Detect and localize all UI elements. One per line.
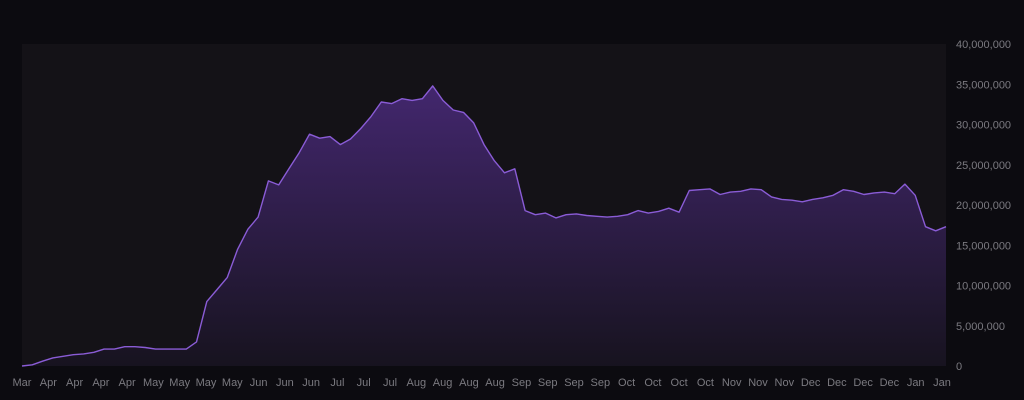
y-tick-label: 40,000,000: [956, 39, 1011, 51]
x-tick-label: May: [222, 377, 243, 389]
x-tick-label: Nov: [775, 377, 795, 389]
x-tick-label: Nov: [722, 377, 742, 389]
x-tick-label: Jul: [330, 377, 344, 389]
x-tick-label: Oct: [644, 377, 661, 389]
y-axis: 0 5,000,000 10,000,000 15,000,000 20,000,000…: [956, 39, 1011, 373]
x-tick-label: May: [169, 377, 190, 389]
y-tick-label: 30,000,000: [956, 120, 1011, 132]
x-tick-label: Jun: [250, 377, 268, 389]
x-tick-label: May: [196, 377, 217, 389]
x-tick-label: Apr: [66, 377, 83, 389]
x-tick-label: Sep: [564, 377, 584, 389]
y-tick-label: 10,000,000: [956, 281, 1011, 293]
y-tick-label: 20,000,000: [956, 200, 1011, 212]
x-tick-label: May: [143, 377, 164, 389]
x-tick-label: Jul: [383, 377, 397, 389]
x-tick-label: Aug: [433, 377, 453, 389]
x-tick-label: Dec: [801, 377, 821, 389]
x-tick-label: Nov: [748, 377, 768, 389]
x-axis: Mar Apr Apr Apr Apr May May May May Jun Jun Jun Jul J…: [13, 377, 951, 389]
y-tick-label: 25,000,000: [956, 160, 1011, 172]
x-tick-label: Aug: [459, 377, 479, 389]
x-tick-label: Mar: [13, 377, 32, 389]
x-tick-label: Apr: [119, 377, 136, 389]
x-tick-label: Dec: [827, 377, 847, 389]
x-tick-label: Sep: [591, 377, 611, 389]
x-tick-label: Aug: [407, 377, 427, 389]
x-tick-label: Sep: [538, 377, 558, 389]
y-tick-label: 0: [956, 361, 962, 373]
x-tick-label: Jul: [357, 377, 371, 389]
x-tick-label: Dec: [880, 377, 900, 389]
x-tick-label: Apr: [92, 377, 109, 389]
y-tick-label: 35,000,000: [956, 79, 1011, 91]
x-tick-label: Jun: [276, 377, 294, 389]
x-tick-label: Oct: [618, 377, 635, 389]
x-tick-label: Oct: [697, 377, 714, 389]
x-tick-label: Jan: [907, 377, 925, 389]
y-tick-label: 15,000,000: [956, 240, 1011, 252]
x-tick-label: Dec: [853, 377, 873, 389]
x-tick-label: Apr: [40, 377, 57, 389]
y-tick-label: 5,000,000: [956, 321, 1005, 333]
series-area: [22, 85, 946, 367]
x-tick-label: Jun: [302, 377, 320, 389]
x-tick-label: Jan: [933, 377, 951, 389]
x-tick-label: Sep: [512, 377, 532, 389]
x-tick-label: Oct: [671, 377, 688, 389]
series-line: [21, 85, 947, 367]
x-tick-label: Aug: [485, 377, 505, 389]
